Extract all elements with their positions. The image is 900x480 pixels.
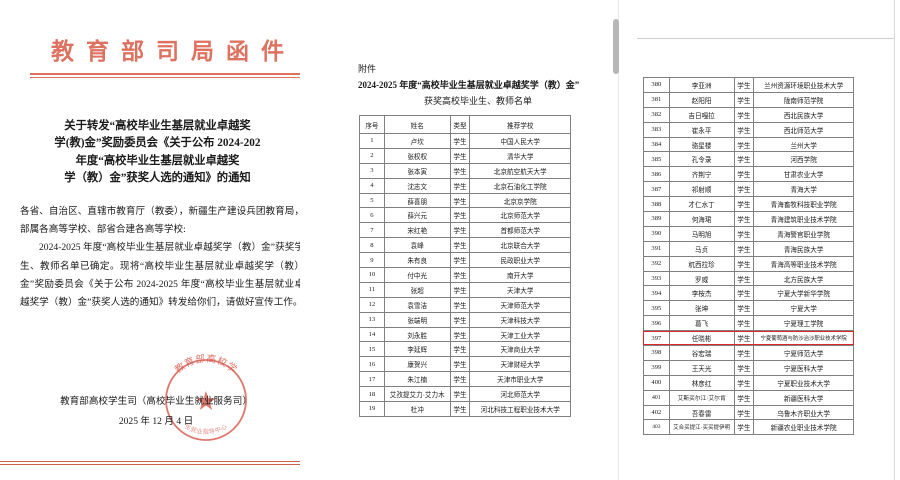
svg-text:教育部高校学: 教育部高校学	[172, 352, 240, 376]
